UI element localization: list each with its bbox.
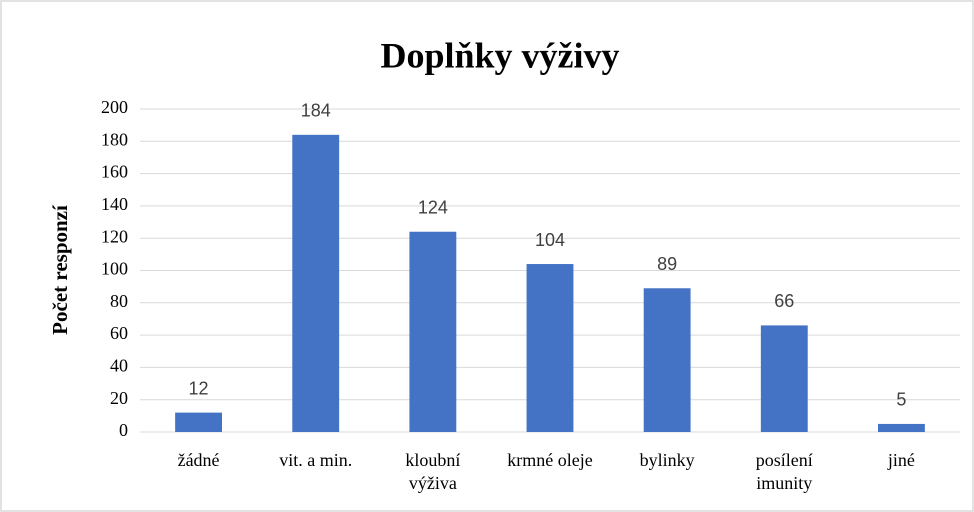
y-tick-label: 80	[110, 291, 128, 311]
data-label: 66	[774, 291, 794, 311]
data-label: 5	[896, 390, 906, 410]
x-tick-label: vit. a min.	[279, 450, 353, 470]
y-tick-label: 0	[119, 420, 128, 440]
bar	[760, 325, 808, 432]
bar	[643, 288, 691, 432]
y-tick-label: 20	[110, 388, 128, 408]
y-tick-label: 160	[101, 162, 128, 182]
x-tick-label: kloubní výživa	[405, 450, 461, 493]
bar	[409, 231, 457, 432]
bar	[526, 264, 574, 432]
y-tick-label: 100	[101, 259, 128, 279]
data-label: 124	[418, 197, 448, 217]
x-tick-label: bylinky	[639, 450, 695, 470]
y-tick-label: 180	[101, 129, 128, 149]
x-tick-label: jiné	[887, 450, 915, 470]
data-label: 12	[189, 378, 209, 398]
y-tick-label: 140	[101, 194, 128, 214]
x-tick-label: žádné	[177, 450, 220, 470]
data-label: 89	[657, 254, 677, 274]
x-tick-label: posílení imunity	[755, 450, 813, 493]
y-tick-label: 60	[110, 323, 128, 343]
bar	[175, 412, 222, 432]
data-label: 104	[535, 230, 565, 250]
y-tick-label: 200	[101, 97, 128, 117]
chart-title: Doplňky výživy	[380, 35, 619, 75]
bar	[292, 134, 340, 432]
data-label: 184	[301, 101, 331, 121]
y-axis-label: Počet responzí	[48, 204, 72, 335]
y-tick-label: 40	[110, 356, 128, 376]
bar	[878, 423, 925, 432]
y-tick-label: 120	[101, 226, 128, 246]
x-tick-label: krmné oleje	[507, 450, 593, 470]
